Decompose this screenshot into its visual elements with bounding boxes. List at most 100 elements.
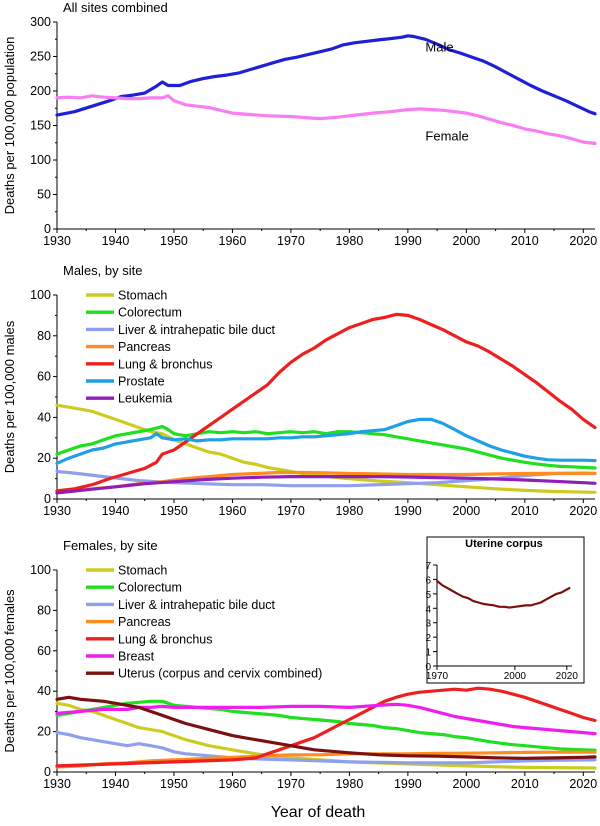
y-tick-label: 20 bbox=[37, 725, 51, 739]
series-line-series bbox=[435, 579, 571, 609]
x-tick-label: 1960 bbox=[219, 504, 247, 518]
x-tick-label: 2020 bbox=[569, 504, 597, 518]
legend-label-pancreas: Pancreas bbox=[118, 340, 171, 354]
x-tick-label: 1940 bbox=[102, 504, 130, 518]
x-tick-label: 1970 bbox=[277, 777, 305, 791]
series-line-male bbox=[55, 34, 597, 117]
y-tick-label: 40 bbox=[37, 410, 51, 424]
y-tick-label: 2 bbox=[425, 633, 431, 644]
y-tick-label: 4 bbox=[425, 604, 431, 615]
x-tick-label: 1990 bbox=[394, 234, 422, 248]
inset-uterine-corpus: 0 1 2 3 4 5 6 7 1970 2000 2020 Uterine corpus bbox=[425, 536, 585, 684]
legend-label-colorectum: Colorectum bbox=[118, 581, 182, 595]
x-tick-label: 1970 bbox=[426, 671, 449, 682]
legend-label-liver-intrahepatic-bile-duct: Liver & intrahepatic bile duct bbox=[118, 323, 276, 337]
y-tick-label: 0 bbox=[44, 492, 51, 506]
y-tick-label: 0 bbox=[44, 222, 51, 236]
x-tick-label: 1930 bbox=[43, 234, 71, 248]
panel-title: Uterine corpus bbox=[465, 538, 543, 550]
y-axis-title: Deaths per 100,000 males bbox=[2, 320, 17, 473]
series-line-breast bbox=[55, 702, 597, 736]
y-axis-title: Deaths per 100,000 population bbox=[2, 37, 17, 215]
y-tick-label: 5 bbox=[425, 590, 431, 601]
legend-label-breast: Breast bbox=[118, 650, 155, 664]
series-line-uterus-corpus-and-cervix-combined bbox=[55, 695, 597, 760]
x-tick-label: 2010 bbox=[511, 234, 539, 248]
panel-title: All sites combined bbox=[63, 0, 168, 15]
series-line-lung-bronchus bbox=[55, 686, 597, 768]
y-tick-label: 40 bbox=[37, 684, 51, 698]
legend-label-pancreas: Pancreas bbox=[118, 615, 171, 629]
y-tick-label: 0 bbox=[425, 662, 431, 673]
y-tick-label: 250 bbox=[30, 50, 51, 64]
x-tick-label: 1960 bbox=[219, 234, 247, 248]
x-tick-label: 1980 bbox=[335, 234, 363, 248]
y-tick-label: 300 bbox=[30, 15, 51, 29]
y-tick-label: 100 bbox=[30, 563, 51, 577]
x-tick-label: 1990 bbox=[394, 777, 422, 791]
x-tick-label: 2020 bbox=[569, 777, 597, 791]
legend-label-stomach: Stomach bbox=[118, 289, 167, 303]
series-line-female bbox=[55, 94, 597, 145]
x-tick-label: 2010 bbox=[511, 777, 539, 791]
y-tick-label: 100 bbox=[30, 288, 51, 302]
x-tick-label: 2010 bbox=[511, 504, 539, 518]
series-line-colorectum bbox=[55, 425, 597, 470]
series-line-lung-bronchus bbox=[55, 312, 597, 493]
series-line-prostate bbox=[55, 417, 597, 465]
legend-label-prostate: Prostate bbox=[118, 375, 165, 389]
panel-title: Females, by site bbox=[63, 538, 158, 553]
y-tick-label: 150 bbox=[30, 119, 51, 133]
x-tick-label: 2000 bbox=[504, 671, 527, 682]
legend-label-liver-intrahepatic-bile-duct: Liver & intrahepatic bile duct bbox=[118, 598, 276, 612]
y-tick-label: 7 bbox=[425, 561, 431, 572]
legend-label-lung-bronchus: Lung & bronchus bbox=[118, 357, 213, 371]
panel-all-sites: 0 50 100 150 200 250 300 1930 1940 1950 1960 1970 19… bbox=[2, 0, 597, 248]
panel-males-by-site: 0 20 40 60 80 100 1930 1940 1950 1960 1970 1980 1990… bbox=[2, 263, 597, 518]
y-tick-label: 20 bbox=[37, 451, 51, 465]
series-line-liver-intrahepatic-bile-duct bbox=[55, 731, 597, 765]
y-tick-label: 80 bbox=[37, 603, 51, 617]
legend-label-stomach: Stomach bbox=[118, 564, 167, 578]
x-tick-label: 1940 bbox=[102, 777, 130, 791]
series-line-leukemia bbox=[55, 475, 597, 495]
legend-label-leukemia: Leukemia bbox=[118, 392, 172, 406]
x-tick-label: 1930 bbox=[43, 777, 71, 791]
x-tick-label: 1950 bbox=[160, 234, 188, 248]
x-tick-label: 1990 bbox=[394, 504, 422, 518]
annotation-female: Female bbox=[425, 129, 468, 144]
y-tick-label: 1 bbox=[425, 648, 431, 659]
x-tick-label: 2000 bbox=[452, 234, 480, 248]
x-tick-label: 2000 bbox=[452, 504, 480, 518]
x-tick-label: 2000 bbox=[452, 777, 480, 791]
y-tick-label: 80 bbox=[37, 329, 51, 343]
y-tick-label: 6 bbox=[425, 575, 431, 586]
y-tick-label: 3 bbox=[425, 619, 431, 630]
y-tick-label: 50 bbox=[37, 188, 51, 202]
x-tick-label: 1980 bbox=[335, 777, 363, 791]
y-axis-title: Deaths per 100,000 females bbox=[2, 589, 17, 753]
panel-title: Males, by site bbox=[63, 263, 142, 278]
x-tick-label: 1970 bbox=[277, 504, 305, 518]
x-tick-label: 1970 bbox=[277, 234, 305, 248]
legend-label-colorectum: Colorectum bbox=[118, 306, 182, 320]
x-tick-label: 1950 bbox=[160, 777, 188, 791]
x-tick-label: 1950 bbox=[160, 504, 188, 518]
y-tick-label: 100 bbox=[30, 153, 51, 167]
x-tick-label: 1960 bbox=[219, 777, 247, 791]
y-tick-label: 200 bbox=[30, 84, 51, 98]
y-tick-label: 60 bbox=[37, 370, 51, 384]
x-tick-label: 1930 bbox=[43, 504, 71, 518]
legend-label-uterus-corpus-and-cervix-combined: Uterus (corpus and cervix combined) bbox=[118, 667, 322, 681]
annotation-male: Male bbox=[425, 40, 453, 55]
y-tick-label: 0 bbox=[44, 765, 51, 779]
series-line-colorectum bbox=[55, 699, 597, 752]
inset-frame bbox=[426, 536, 585, 684]
x-tick-label: 2020 bbox=[569, 234, 597, 248]
x-tick-label: 2020 bbox=[556, 671, 579, 682]
legend-label-lung-bronchus: Lung & bronchus bbox=[118, 632, 213, 646]
x-axis-title: Year of death bbox=[271, 804, 366, 821]
x-tick-label: 1940 bbox=[102, 234, 130, 248]
